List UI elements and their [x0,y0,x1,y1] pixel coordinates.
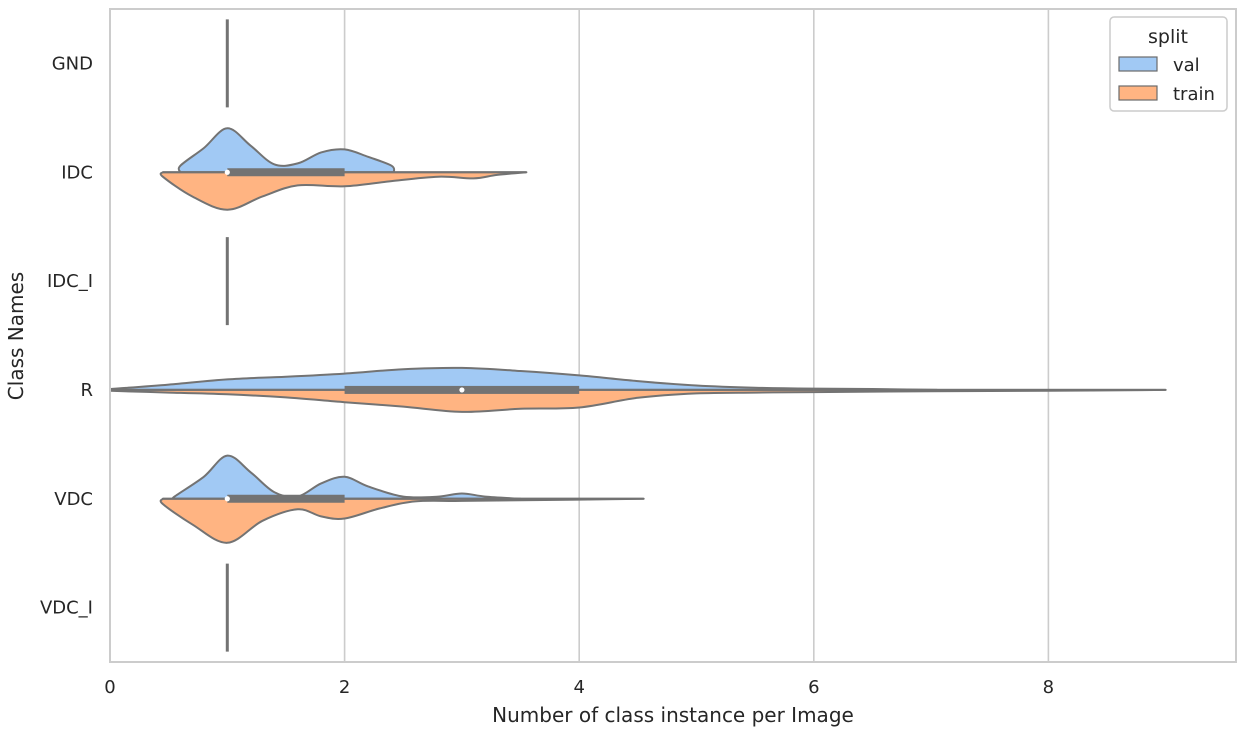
iqr-box-idc [227,168,345,177]
y-axis-label: Class Names [4,272,28,400]
legend-label-train: train [1173,84,1215,105]
x-axis-label: Number of class instance per Image [492,703,854,727]
violin-half-train-idc [159,171,528,211]
violin-half-train-vdc [159,497,645,544]
median-dot-idc [224,169,230,175]
y-tick-labels: GND IDC IDC_I R VDC VDC_I [40,53,93,618]
violin-vdc [159,454,645,544]
y-tick-label-idc-i: IDC_I [47,271,93,292]
violin-layer [109,19,1167,652]
x-tick-label-4: 4 [573,677,584,698]
violin-idc [159,127,528,211]
legend-swatch-val [1118,56,1158,72]
y-tick-label-gnd: GND [52,53,93,74]
violin-half-val-r [109,366,938,391]
legend: split val train [1109,16,1228,112]
x-tick-label-2: 2 [339,677,350,698]
x-tick-label-0: 0 [104,677,115,698]
grid-layer [343,9,1050,662]
legend-swatch-train [1118,85,1158,101]
violin-half-train-r [109,388,1167,413]
iqr-box-vdc [227,494,345,503]
x-tick-labels: 0 2 4 6 8 [104,677,1054,698]
y-tick-label-r: R [80,380,93,401]
violin-r [109,366,1167,413]
x-tick-label-8: 8 [1043,677,1054,698]
y-tick-label-idc: IDC [61,162,93,183]
median-dot-r [459,387,465,393]
violin-half-val-idc [177,127,396,174]
y-tick-label-vdc-i: VDC_I [40,598,93,619]
legend-label-val: val [1173,55,1200,76]
y-tick-label-vdc: VDC [54,489,93,510]
violin-half-val-vdc [171,454,522,500]
legend-title: split [1148,26,1188,48]
median-dot-vdc [224,496,230,502]
x-tick-label-6: 6 [808,677,819,698]
plot-frame [109,8,1237,663]
